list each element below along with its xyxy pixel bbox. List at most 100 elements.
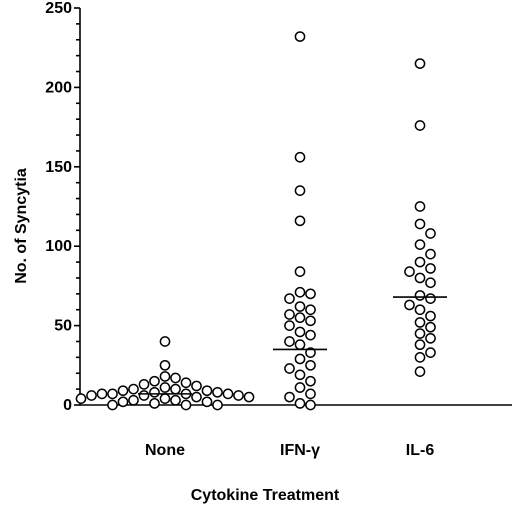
data-point <box>201 396 213 408</box>
data-point <box>159 359 171 371</box>
data-point <box>414 272 426 284</box>
data-point <box>414 120 426 131</box>
data-point <box>117 396 129 408</box>
data-point <box>305 359 316 371</box>
data-points <box>75 31 436 411</box>
data-point <box>149 386 160 398</box>
data-point <box>212 386 223 398</box>
data-point <box>425 277 436 289</box>
data-point <box>294 286 306 298</box>
x-axis-title: Cytokine Treatment <box>191 487 340 504</box>
data-point <box>117 385 129 397</box>
data-point <box>294 215 306 227</box>
data-point <box>222 388 234 400</box>
data-point <box>284 293 295 304</box>
data-point <box>159 371 171 382</box>
data-point <box>294 382 306 393</box>
data-point <box>414 339 426 351</box>
data-point <box>305 304 316 316</box>
data-point <box>294 31 306 42</box>
data-point <box>201 385 213 397</box>
y-tick-label: 50 <box>54 318 72 335</box>
data-point <box>180 377 192 389</box>
data-point <box>414 290 426 301</box>
data-point <box>404 299 415 311</box>
y-tick-label: 200 <box>45 79 72 96</box>
data-point <box>294 339 306 351</box>
data-point <box>159 382 171 393</box>
data-point <box>284 336 295 347</box>
y-tick-label: 100 <box>45 238 72 255</box>
data-point <box>305 288 316 300</box>
y-ticks: 0 50 100 150 200 250 <box>45 0 80 414</box>
data-point <box>159 393 171 404</box>
data-point <box>414 317 426 328</box>
data-point <box>414 201 426 212</box>
median-lines <box>138 296 447 395</box>
data-point <box>414 218 426 230</box>
data-point <box>294 301 306 312</box>
data-point <box>149 375 160 387</box>
data-point <box>294 312 306 324</box>
data-point <box>212 399 223 411</box>
data-point <box>180 399 192 411</box>
data-point <box>425 293 436 304</box>
data-point <box>305 347 316 358</box>
y-tick-label: 250 <box>45 0 72 17</box>
data-point <box>138 379 150 390</box>
data-point <box>305 399 316 411</box>
data-point <box>305 315 316 327</box>
data-point <box>138 390 150 401</box>
data-point <box>284 391 295 403</box>
data-point <box>294 151 306 163</box>
data-point <box>284 363 295 374</box>
y-axis-title: No. of Syncytia <box>13 168 30 284</box>
data-point <box>107 388 118 400</box>
data-point <box>404 266 415 277</box>
data-point <box>128 383 139 395</box>
data-point <box>191 380 202 392</box>
data-point <box>191 391 202 403</box>
data-point <box>233 390 244 401</box>
data-point <box>159 336 171 347</box>
data-point <box>305 329 316 341</box>
category-labels: None IFN-γ IL-6 <box>145 442 434 459</box>
y-tick-label: 0 <box>63 397 72 414</box>
data-point <box>414 239 426 250</box>
data-point <box>149 398 160 409</box>
data-point <box>414 58 426 69</box>
data-point <box>294 266 306 277</box>
category-label: IFN-γ <box>280 442 320 459</box>
data-point <box>425 248 436 260</box>
data-point <box>284 309 295 320</box>
data-point <box>170 394 181 406</box>
data-point <box>425 263 436 274</box>
data-point <box>96 388 108 400</box>
data-point <box>284 320 295 331</box>
data-point <box>425 310 436 322</box>
category-label: IL-6 <box>406 442 435 459</box>
data-point <box>414 304 426 316</box>
data-point <box>243 391 255 403</box>
data-point <box>75 393 87 404</box>
data-point <box>128 394 139 406</box>
data-point <box>414 256 426 268</box>
y-tick-label: 150 <box>45 159 72 176</box>
data-point <box>414 328 426 339</box>
data-point <box>425 228 436 239</box>
data-point <box>294 398 306 409</box>
data-point <box>294 353 306 365</box>
data-point <box>414 352 426 363</box>
data-point <box>170 372 181 384</box>
data-point <box>425 321 436 333</box>
data-point <box>305 375 316 387</box>
category-label: None <box>145 442 185 459</box>
data-point <box>86 390 97 401</box>
data-point <box>170 383 181 395</box>
data-point <box>305 388 316 400</box>
data-point <box>294 326 306 338</box>
data-point <box>294 185 306 196</box>
data-point <box>425 347 436 358</box>
data-point <box>414 366 426 378</box>
